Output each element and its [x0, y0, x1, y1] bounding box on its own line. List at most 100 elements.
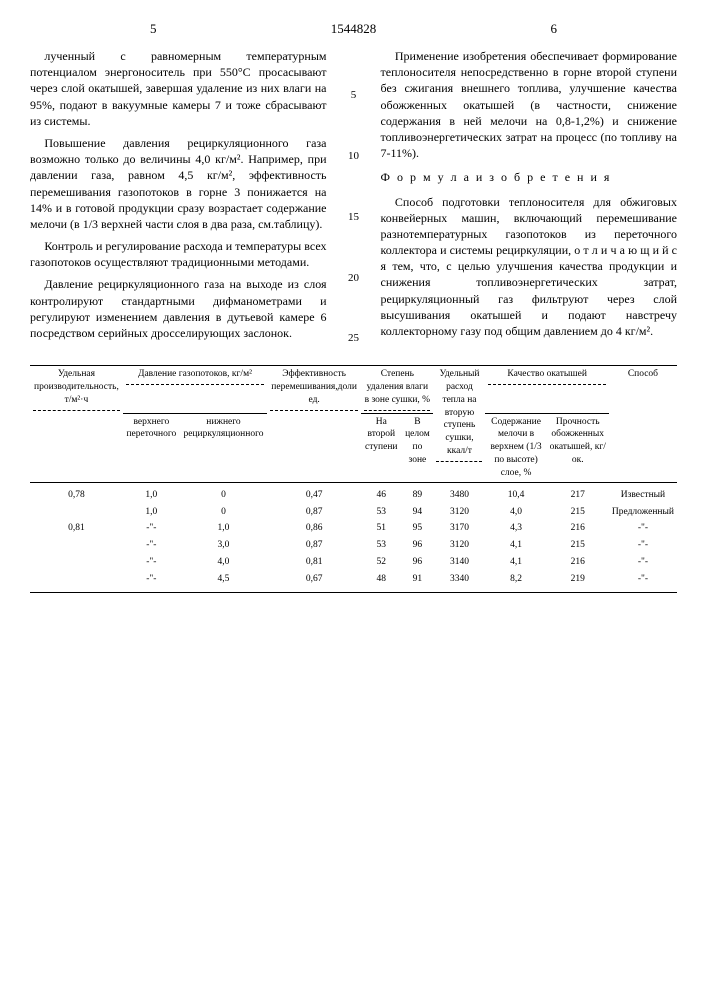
col-subheader: нижнего рециркуляционного — [180, 413, 267, 482]
col-header: Удельный расход тепла на вторую ступень … — [436, 368, 482, 462]
cell — [30, 554, 123, 571]
cell: 0 — [180, 482, 267, 503]
cell: 0 — [180, 504, 267, 521]
left-column: лученный с равномерным температурным пот… — [30, 48, 327, 347]
line-number: 10 — [348, 149, 359, 164]
table-row: -"- 4,5 0,67 48 91 3340 8,2 219 -"- — [30, 571, 677, 592]
cell: 4,3 — [485, 520, 546, 537]
cell: 1,0 — [123, 482, 180, 503]
page-number-left: 5 — [150, 20, 157, 38]
cell: 91 — [401, 571, 433, 592]
table-row: -"- 3,0 0,87 53 96 3120 4,1 215 -"- — [30, 537, 677, 554]
col-header: Эффективность перемешивания,доли ед. — [270, 368, 358, 410]
cell: 53 — [361, 504, 401, 521]
cell: -"- — [123, 571, 180, 592]
cell: 3120 — [433, 504, 485, 521]
col-header: Давление газопотоков, кг/м² — [126, 368, 264, 385]
col-header: Способ — [609, 366, 677, 483]
two-column-text: лученный с равномерным температурным пот… — [30, 48, 677, 347]
cell: 3340 — [433, 571, 485, 592]
col-header: Удельная производительность, т/м²·ч — [33, 368, 120, 410]
col-subheader: верхнего переточного — [123, 413, 180, 482]
cell: 3140 — [433, 554, 485, 571]
page-header: 5 1544828 6 — [30, 20, 677, 38]
cell: 3,0 — [180, 537, 267, 554]
cell: 215 — [547, 504, 609, 521]
line-number: 25 — [348, 331, 359, 346]
cell: -"- — [123, 554, 180, 571]
cell: 4,5 — [180, 571, 267, 592]
cell: 4,0 — [485, 504, 546, 521]
cell: 219 — [547, 571, 609, 592]
paragraph: Повышение давления рециркуляционного газ… — [30, 135, 327, 232]
cell — [30, 537, 123, 554]
cell: 0,81 — [30, 520, 123, 537]
line-number: 5 — [351, 88, 357, 103]
col-subheader: Содержание мелочи в верхнем (1/3 по высо… — [485, 413, 546, 482]
cell: 3120 — [433, 537, 485, 554]
col-subheader: На второй ступени — [361, 413, 401, 482]
cell: -"- — [609, 537, 677, 554]
cell — [30, 571, 123, 592]
cell: Предложенный — [609, 504, 677, 521]
paragraph: лученный с равномерным температурным пот… — [30, 48, 327, 129]
cell: 96 — [401, 537, 433, 554]
cell: 4,1 — [485, 537, 546, 554]
table-row: -"- 4,0 0,81 52 96 3140 4,1 216 -"- — [30, 554, 677, 571]
cell: 0,81 — [267, 554, 361, 571]
table-row: 1,0 0 0,87 53 94 3120 4,0 215 Предложенн… — [30, 504, 677, 521]
cell: 89 — [401, 482, 433, 503]
document-number: 1544828 — [331, 20, 377, 38]
cell: 51 — [361, 520, 401, 537]
cell: 217 — [547, 482, 609, 503]
cell: -"- — [609, 520, 677, 537]
cell: 3480 — [433, 482, 485, 503]
cell: 3170 — [433, 520, 485, 537]
page-number-right: 6 — [551, 20, 558, 38]
cell: 94 — [401, 504, 433, 521]
cell: 4,1 — [485, 554, 546, 571]
cell: 52 — [361, 554, 401, 571]
cell: 10,4 — [485, 482, 546, 503]
table-row: 0,81 -"- 1,0 0,86 51 95 3170 4,3 216 -"- — [30, 520, 677, 537]
cell: 96 — [401, 554, 433, 571]
col-subheader: В целом по зоне — [401, 413, 433, 482]
cell: 1,0 — [180, 520, 267, 537]
paragraph: Способ подготовки теплоносителя для обжи… — [381, 194, 678, 340]
col-subheader: Прочность обожженных окатышей, кг/ок. — [547, 413, 609, 482]
data-table: Удельная производительность, т/м²·ч Давл… — [30, 365, 677, 592]
right-column: Применение изобретения обеспечивает форм… — [381, 48, 678, 347]
cell: 8,2 — [485, 571, 546, 592]
cell: 0,78 — [30, 482, 123, 503]
cell: 0,86 — [267, 520, 361, 537]
cell: 0,67 — [267, 571, 361, 592]
table-body: 0,78 1,0 0 0,47 46 89 3480 10,4 217 Изве… — [30, 482, 677, 592]
col-header: Степень удаления влаги в зоне сушки, % — [364, 368, 430, 410]
cell: -"- — [609, 571, 677, 592]
cell: 48 — [361, 571, 401, 592]
cell — [30, 504, 123, 521]
cell: -"- — [609, 554, 677, 571]
formula-title: Ф о р м у л а и з о б р е т е н и я — [381, 169, 678, 185]
paragraph: Давление рециркуляционного газа на выход… — [30, 276, 327, 341]
col-header: Качество окатышей — [488, 368, 605, 385]
paragraph: Контроль и регулирование расхода и темпе… — [30, 238, 327, 270]
cell: Известный — [609, 482, 677, 503]
cell: 95 — [401, 520, 433, 537]
cell: 216 — [547, 520, 609, 537]
cell: 0,87 — [267, 537, 361, 554]
paragraph: Применение изобретения обеспечивает форм… — [381, 48, 678, 161]
cell: -"- — [123, 537, 180, 554]
cell: 1,0 — [123, 504, 180, 521]
cell: 0,87 — [267, 504, 361, 521]
cell: 46 — [361, 482, 401, 503]
line-number: 15 — [348, 210, 359, 225]
cell: 216 — [547, 554, 609, 571]
line-number: 20 — [348, 271, 359, 286]
cell: 53 — [361, 537, 401, 554]
cell: 4,0 — [180, 554, 267, 571]
cell: 215 — [547, 537, 609, 554]
cell: 0,47 — [267, 482, 361, 503]
cell: -"- — [123, 520, 180, 537]
line-number-gutter: 5 10 15 20 25 — [345, 48, 363, 347]
